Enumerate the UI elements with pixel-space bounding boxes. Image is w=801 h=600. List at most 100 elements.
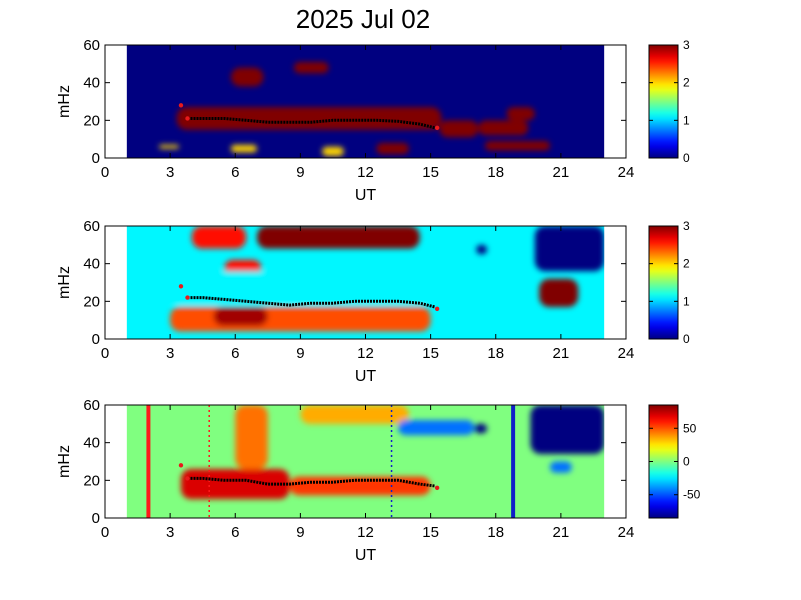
colorbar-tick-label: 1 <box>683 113 690 127</box>
colorbar-tick-label: 1 <box>683 294 690 308</box>
heatmap-cell <box>230 67 264 87</box>
heatmap-cell <box>293 61 329 74</box>
heatmap-cell <box>176 107 442 130</box>
heatmap-features <box>170 226 605 332</box>
heatmap-cell <box>506 107 535 121</box>
colorbar-tick-label: 0 <box>683 151 690 165</box>
x-tick-label: 6 <box>231 345 239 362</box>
colorbar-tick-label: 0 <box>683 455 690 469</box>
heatmap-cell <box>159 144 179 149</box>
x-tick-label: 21 <box>553 164 570 181</box>
heatmap-features <box>180 405 605 500</box>
colorbar-tick-label: 3 <box>683 219 690 233</box>
x-tick-label: 9 <box>296 164 304 181</box>
heatmap-cell <box>289 476 431 496</box>
x-tick-label: 12 <box>357 345 374 362</box>
x-axis-label: UT <box>355 547 377 564</box>
heatmap-cell <box>235 405 268 470</box>
heatmap-cell <box>439 120 479 138</box>
heatmap-cell <box>213 306 268 326</box>
heatmap-cell <box>170 271 431 306</box>
heatmap-background <box>126 45 605 158</box>
colorbar-gradient <box>648 44 679 159</box>
figure-title: 2025 Jul 02 <box>296 4 430 34</box>
y-tick-label: 0 <box>92 510 100 527</box>
heatmap-cell <box>478 120 529 136</box>
colorbar-gradient <box>648 404 679 519</box>
y-tick-label: 0 <box>92 331 100 348</box>
y-tick-label: 40 <box>83 435 100 452</box>
colorbar-tick-label: 0 <box>683 332 690 346</box>
colorbar-tick-label: 50 <box>683 421 697 435</box>
x-tick-label: 24 <box>618 345 635 362</box>
x-tick-label: 9 <box>296 345 304 362</box>
colorbar-tick-label: 2 <box>683 257 690 271</box>
heatmap-cell <box>530 405 605 454</box>
marker-point <box>434 485 440 491</box>
colorbar-tick-label: 3 <box>683 38 690 52</box>
x-tick-label: 24 <box>618 524 635 541</box>
x-tick-label: 6 <box>231 164 239 181</box>
heatmap-cell <box>300 405 409 424</box>
x-tick-label: 0 <box>101 164 109 181</box>
heatmap-cell <box>376 142 409 155</box>
marker-point <box>178 284 184 289</box>
y-tick-label: 20 <box>83 112 100 129</box>
colorbar-tick-label: 2 <box>683 76 690 90</box>
marker-point <box>178 463 184 468</box>
x-tick-label: 15 <box>422 345 439 362</box>
x-tick-label: 9 <box>296 524 304 541</box>
y-tick-label: 20 <box>83 472 100 489</box>
heatmap-cell <box>534 226 605 272</box>
x-tick-label: 0 <box>101 345 109 362</box>
heatmap-cell <box>230 144 257 153</box>
x-tick-label: 18 <box>487 164 504 181</box>
ridge-trace <box>187 476 436 488</box>
heatmap-layer <box>126 405 605 518</box>
x-tick-label: 21 <box>553 345 570 362</box>
x-tick-label: 12 <box>357 164 374 181</box>
y-tick-label: 60 <box>83 37 100 54</box>
y-axis-label: mHz <box>56 445 73 478</box>
x-axis-label: UT <box>355 368 377 385</box>
heatmap-cell <box>398 420 475 436</box>
y-tick-label: 0 <box>92 150 100 167</box>
x-tick-label: 18 <box>487 345 504 362</box>
x-tick-label: 12 <box>357 524 374 541</box>
colorbar: 0 1 2 3 <box>648 38 690 165</box>
heatmap-cell <box>191 226 247 249</box>
colorbar: 0 1 2 3 <box>648 219 690 346</box>
marker-point <box>185 476 190 481</box>
ridge-trace <box>187 296 436 309</box>
y-tick-label: 60 <box>83 397 100 414</box>
marker-point <box>434 306 440 312</box>
x-tick-label: 6 <box>231 524 239 541</box>
x-axis-label: UT <box>355 187 377 204</box>
marker-point <box>185 295 190 300</box>
heatmap-cell <box>256 226 420 249</box>
heatmap-cell <box>539 278 579 307</box>
colorbar-gradient <box>648 225 679 340</box>
panel-bottom: 0 3 6 9 12 15 18 21 24 0 20 40 60 UT mHz 50 0 -50 <box>56 397 701 564</box>
y-tick-label: 40 <box>83 256 100 273</box>
heatmap-cell <box>180 469 290 500</box>
x-tick-label: 15 <box>422 164 439 181</box>
heatmap-cell <box>484 141 551 151</box>
x-tick-label: 15 <box>422 524 439 541</box>
y-axis-label: mHz <box>56 85 73 118</box>
heatmap-cell <box>550 461 572 473</box>
x-tick-label: 3 <box>166 524 174 541</box>
y-tick-label: 40 <box>83 75 100 92</box>
y-axis-label: mHz <box>56 266 73 299</box>
marker-point <box>434 125 440 131</box>
marker-point <box>178 103 184 108</box>
colorbar: 50 0 -50 <box>648 404 701 519</box>
heatmap-cell <box>474 423 488 434</box>
heatmap-cell <box>170 306 431 332</box>
x-tick-label: 0 <box>101 524 109 541</box>
marker-point <box>185 116 190 121</box>
y-tick-label: 20 <box>83 293 100 310</box>
heatmap-layer <box>126 45 605 158</box>
